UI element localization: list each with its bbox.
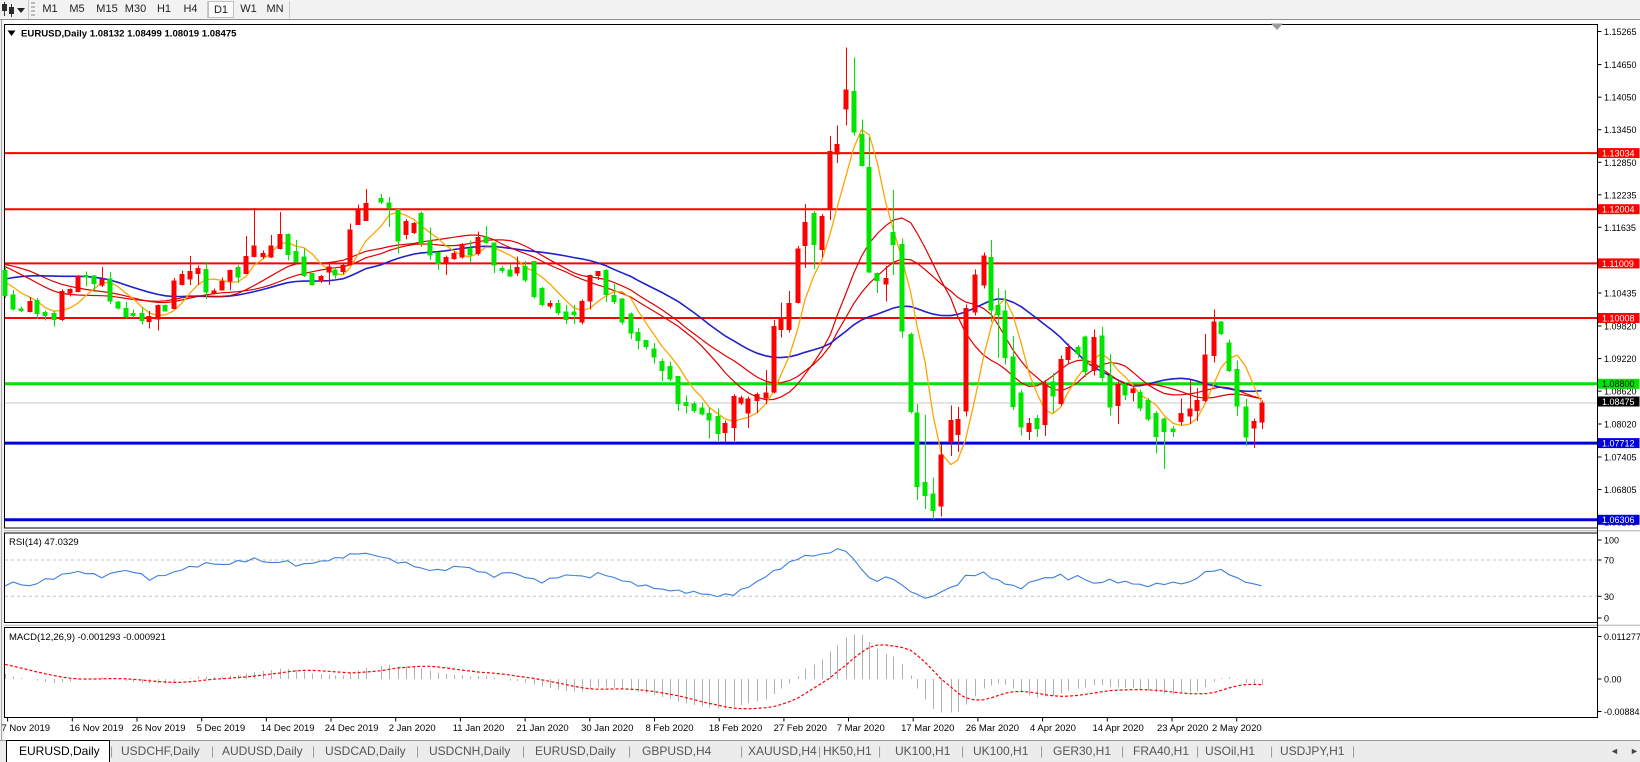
svg-text:1.06306: 1.06306	[1602, 515, 1635, 525]
svg-text:1.12850: 1.12850	[1604, 158, 1637, 168]
svg-text:4 Apr 2020: 4 Apr 2020	[1030, 723, 1076, 734]
svg-text:14 Apr 2020: 14 Apr 2020	[1093, 723, 1144, 734]
svg-text:24 Dec 2019: 24 Dec 2019	[325, 723, 379, 734]
svg-text:1.13450: 1.13450	[1604, 125, 1637, 135]
svg-text:-0.008845: -0.008845	[1604, 707, 1640, 717]
svg-text:RSI(14) 47.0329: RSI(14) 47.0329	[9, 537, 79, 548]
svg-text:8 Feb 2020: 8 Feb 2020	[646, 723, 694, 734]
svg-text:1.11635: 1.11635	[1604, 223, 1636, 233]
svg-text:1.09220: 1.09220	[1604, 354, 1637, 364]
svg-text:16 Nov 2019: 16 Nov 2019	[70, 723, 124, 734]
svg-text:7 Nov 2019: 7 Nov 2019	[2, 723, 51, 734]
svg-text:1.15265: 1.15265	[1604, 27, 1637, 37]
svg-text:1.12235: 1.12235	[1604, 190, 1637, 200]
svg-text:18 Feb 2020: 18 Feb 2020	[709, 723, 762, 734]
svg-text:1.06805: 1.06805	[1604, 485, 1637, 495]
svg-text:1.08475: 1.08475	[1602, 397, 1635, 407]
svg-text:7 Mar 2020: 7 Mar 2020	[837, 723, 885, 734]
svg-text:EURUSD,Daily 1.08132 1.08499: EURUSD,Daily 1.08132 1.08499 1.08019 1.0…	[21, 29, 237, 40]
svg-text:1.12004: 1.12004	[1602, 205, 1635, 215]
svg-text:1.10435: 1.10435	[1604, 289, 1637, 299]
svg-text:26 Mar 2020: 26 Mar 2020	[966, 723, 1019, 734]
svg-text:0.011277: 0.011277	[1604, 632, 1640, 642]
svg-text:1.07712: 1.07712	[1602, 439, 1635, 449]
svg-text:2 May 2020: 2 May 2020	[1212, 723, 1262, 734]
svg-text:1.14650: 1.14650	[1604, 60, 1637, 70]
svg-text:1.07405: 1.07405	[1604, 453, 1637, 463]
svg-text:23 Apr 2020: 23 Apr 2020	[1157, 723, 1208, 734]
svg-text:5 Dec 2019: 5 Dec 2019	[197, 723, 246, 734]
svg-text:0.00: 0.00	[1604, 675, 1622, 685]
svg-text:1.11009: 1.11009	[1602, 259, 1634, 269]
svg-text:27 Feb 2020: 27 Feb 2020	[774, 723, 827, 734]
svg-text:0: 0	[1604, 614, 1609, 624]
svg-text:1.08020: 1.08020	[1604, 420, 1637, 430]
svg-text:11 Jan 2020: 11 Jan 2020	[453, 723, 505, 734]
svg-text:26 Nov 2019: 26 Nov 2019	[132, 723, 186, 734]
svg-text:21 Jan 2020: 21 Jan 2020	[516, 723, 568, 734]
svg-text:1.08620: 1.08620	[1604, 387, 1637, 397]
svg-text:1.10008: 1.10008	[1602, 313, 1635, 323]
svg-text:100: 100	[1604, 536, 1619, 546]
svg-text:17 Mar 2020: 17 Mar 2020	[901, 723, 954, 734]
svg-text:30: 30	[1604, 592, 1614, 602]
svg-text:MACD(12,26,9) -0.001293 -0.000: MACD(12,26,9) -0.001293 -0.000921	[9, 632, 166, 643]
svg-text:14 Dec 2019: 14 Dec 2019	[261, 723, 315, 734]
svg-text:1.08800: 1.08800	[1602, 379, 1635, 389]
svg-text:1.13034: 1.13034	[1602, 149, 1635, 159]
svg-text:70: 70	[1604, 556, 1614, 566]
svg-text:1.09820: 1.09820	[1604, 322, 1637, 332]
svg-text:1.14050: 1.14050	[1604, 93, 1637, 103]
svg-text:2 Jan 2020: 2 Jan 2020	[389, 723, 436, 734]
svg-text:30 Jan 2020: 30 Jan 2020	[581, 723, 633, 734]
